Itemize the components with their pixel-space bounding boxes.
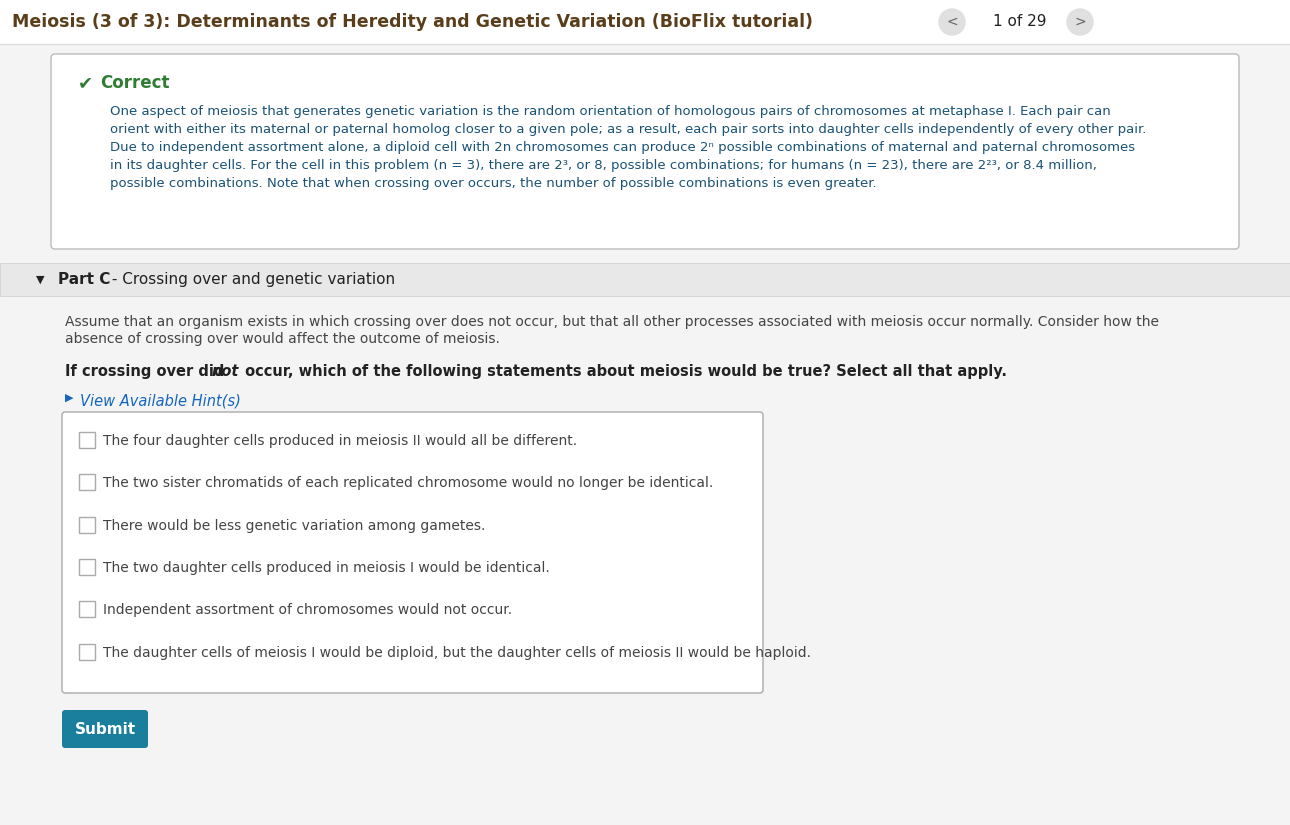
Text: The daughter cells of meiosis I would be diploid, but the daughter cells of meio: The daughter cells of meiosis I would be… (103, 645, 811, 659)
Text: The two daughter cells produced in meiosis I would be identical.: The two daughter cells produced in meios… (103, 561, 550, 575)
Text: occur, which of the following statements about meiosis would be true? Select all: occur, which of the following statements… (240, 364, 1007, 379)
Text: View Available Hint(s): View Available Hint(s) (80, 393, 241, 408)
Text: One aspect of meiosis that generates genetic variation is the random orientation: One aspect of meiosis that generates gen… (110, 105, 1111, 118)
Text: Submit: Submit (75, 722, 135, 737)
Text: Independent assortment of chromosomes would not occur.: Independent assortment of chromosomes wo… (103, 603, 512, 617)
Text: possible combinations. Note that when crossing over occurs, the number of possib: possible combinations. Note that when cr… (110, 177, 877, 190)
Text: ▼: ▼ (36, 275, 44, 285)
Text: absence of crossing over would affect the outcome of meiosis.: absence of crossing over would affect th… (64, 332, 501, 346)
FancyBboxPatch shape (79, 601, 95, 617)
Text: The two sister chromatids of each replicated chromosome would no longer be ident: The two sister chromatids of each replic… (103, 476, 713, 490)
Text: Meiosis (3 of 3): Determinants of Heredity and Genetic Variation (BioFlix tutori: Meiosis (3 of 3): Determinants of Heredi… (12, 13, 813, 31)
Text: in its daughter cells. For the cell in this problem (n = 3), there are 2³, or 8,: in its daughter cells. For the cell in t… (110, 159, 1096, 172)
Text: There would be less genetic variation among gametes.: There would be less genetic variation am… (103, 519, 485, 533)
FancyBboxPatch shape (0, 263, 1290, 296)
Text: <: < (946, 15, 957, 29)
Text: - Crossing over and genetic variation: - Crossing over and genetic variation (107, 272, 395, 287)
Text: ▶: ▶ (64, 393, 74, 403)
Text: If crossing over did: If crossing over did (64, 364, 230, 379)
FancyBboxPatch shape (79, 474, 95, 490)
FancyBboxPatch shape (79, 432, 95, 448)
FancyBboxPatch shape (52, 54, 1238, 249)
FancyBboxPatch shape (79, 644, 95, 659)
FancyBboxPatch shape (79, 559, 95, 575)
FancyBboxPatch shape (62, 412, 762, 693)
Text: >: > (1075, 15, 1086, 29)
Text: not: not (212, 364, 240, 379)
Text: orient with either its maternal or paternal homolog closer to a given pole; as a: orient with either its maternal or pater… (110, 123, 1147, 136)
Text: The four daughter cells produced in meiosis II would all be different.: The four daughter cells produced in meio… (103, 434, 577, 448)
Text: 1 of 29: 1 of 29 (993, 15, 1046, 30)
Circle shape (1067, 9, 1093, 35)
FancyBboxPatch shape (0, 0, 1290, 44)
Text: Due to independent assortment alone, a diploid cell with 2n chromosomes can prod: Due to independent assortment alone, a d… (110, 141, 1135, 154)
Text: Assume that an organism exists in which crossing over does not occur, but that a: Assume that an organism exists in which … (64, 315, 1158, 329)
FancyBboxPatch shape (62, 710, 148, 748)
Circle shape (939, 9, 965, 35)
Text: Correct: Correct (101, 74, 169, 92)
Text: Part C: Part C (58, 272, 111, 287)
FancyBboxPatch shape (79, 516, 95, 533)
Text: ✔: ✔ (77, 74, 93, 92)
